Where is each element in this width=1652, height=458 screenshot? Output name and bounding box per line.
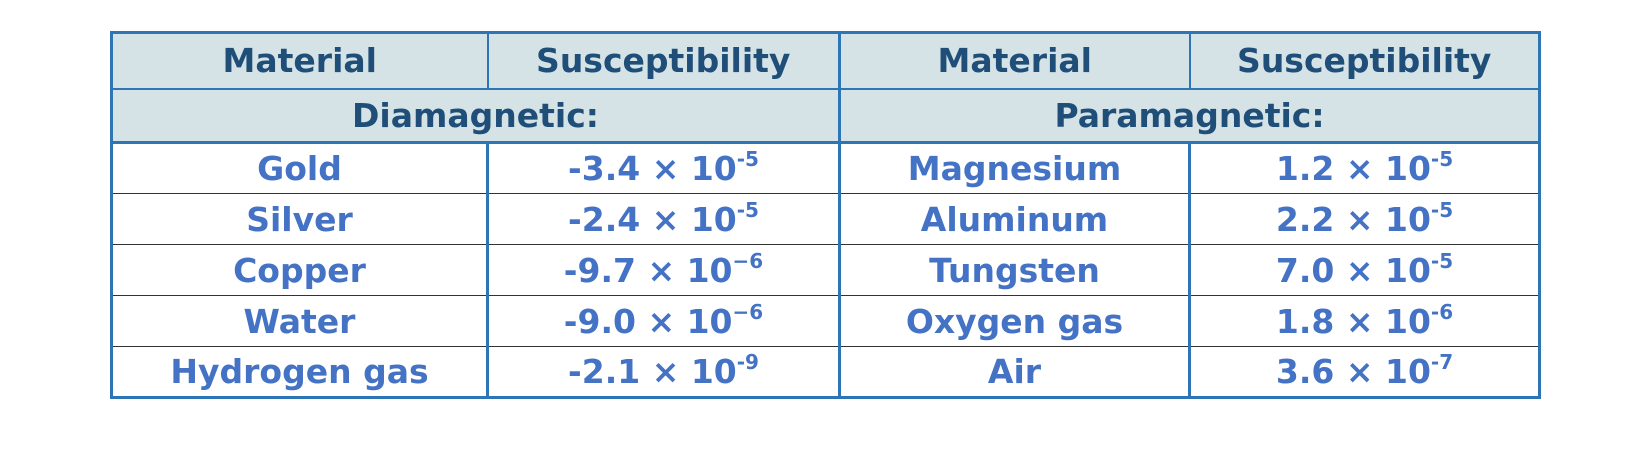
table-row: Water -9.0 × 10−6 Oxygen gas 1.8 × 10-6 xyxy=(111,295,1540,347)
paramagnetic-material-cell: Aluminum xyxy=(839,193,1191,245)
diamagnetic-susceptibility-cell: -2.1 × 10-9 xyxy=(487,346,841,398)
multiplier: × 10 xyxy=(1345,149,1431,188)
mantissa: -2.4 xyxy=(568,199,641,239)
multiplier: × 10 xyxy=(1345,352,1431,391)
mantissa: 7.0 xyxy=(1275,250,1335,290)
mantissa: -9.0 xyxy=(563,301,636,341)
multiplier: × 10 xyxy=(1345,250,1431,290)
multiplier: × 10 xyxy=(651,352,737,391)
paramagnetic-susceptibility-cell: 1.2 × 10-5 xyxy=(1189,142,1540,194)
header-right-susceptibility: Susceptibility xyxy=(1188,31,1541,90)
multiplier: × 10 xyxy=(651,149,737,188)
table-row: Gold -3.4 × 10-5 Magnesium 1.2 × 10-5 xyxy=(111,142,1540,194)
multiplier: × 10 xyxy=(647,301,733,341)
diamagnetic-section-label: Diamagnetic: xyxy=(110,87,841,144)
exponent: -5 xyxy=(1430,147,1454,171)
exponent: −6 xyxy=(732,248,764,273)
exponent: −6 xyxy=(732,299,764,324)
susceptibility-table-container: Material Susceptibility Material Suscept… xyxy=(110,31,1541,399)
table-row: Hydrogen gas -2.1 × 10-9 Air 3.6 × 10-7 xyxy=(111,346,1540,398)
mantissa: -3.4 xyxy=(568,149,641,188)
mantissa: 2.2 xyxy=(1275,199,1335,239)
mantissa: 1.2 xyxy=(1275,149,1335,188)
diamagnetic-susceptibility-cell: -9.0 × 10−6 xyxy=(487,295,841,347)
paramagnetic-material-cell: Magnesium xyxy=(839,142,1191,194)
header-left-susceptibility: Susceptibility xyxy=(486,31,841,90)
exponent: -7 xyxy=(1430,350,1454,374)
paramagnetic-susceptibility-cell: 7.0 × 10-5 xyxy=(1189,244,1540,296)
exponent: -6 xyxy=(1430,299,1454,324)
diamagnetic-material-cell: Copper xyxy=(111,244,489,296)
header-right-material: Material xyxy=(838,31,1191,90)
diamagnetic-susceptibility-cell: -2.4 × 10-5 xyxy=(487,193,841,245)
table-row: Copper -9.7 × 10−6 Tungsten 7.0 × 10-5 xyxy=(111,244,1540,296)
paramagnetic-section-label: Paramagnetic: xyxy=(838,87,1541,144)
table-row: Silver -2.4 × 10-5 Aluminum 2.2 × 10-5 xyxy=(111,193,1540,245)
exponent: -5 xyxy=(1430,248,1454,273)
paramagnetic-susceptibility-cell: 3.6 × 10-7 xyxy=(1190,347,1540,398)
exponent: -9 xyxy=(736,350,759,374)
paramagnetic-material-cell: Tungsten xyxy=(839,244,1191,296)
exponent: -5 xyxy=(736,147,759,171)
paramagnetic-susceptibility-cell: 1.8 × 10-6 xyxy=(1189,295,1540,347)
diamagnetic-material-cell: Gold xyxy=(111,142,489,194)
mantissa: -2.1 xyxy=(568,352,641,391)
paramagnetic-susceptibility-cell: 2.2 × 10-5 xyxy=(1189,193,1540,245)
exponent: -5 xyxy=(1430,197,1454,222)
diamagnetic-susceptibility-cell: -3.4 × 10-5 xyxy=(487,142,841,194)
paramagnetic-material-cell: Oxygen gas xyxy=(839,295,1191,347)
paramagnetic-material-cell: Air xyxy=(839,346,1191,398)
diamagnetic-material-cell: Silver xyxy=(111,193,489,245)
multiplier: × 10 xyxy=(1345,301,1431,341)
multiplier: × 10 xyxy=(647,250,733,290)
exponent: -5 xyxy=(736,197,759,222)
header-left-material: Material xyxy=(110,31,489,90)
multiplier: × 10 xyxy=(1345,199,1431,239)
diamagnetic-material-cell: Water xyxy=(111,295,489,347)
header-row: Material Susceptibility Material Suscept… xyxy=(110,31,1541,90)
multiplier: × 10 xyxy=(651,199,737,239)
susceptibility-table: Material Susceptibility Material Suscept… xyxy=(110,31,1541,399)
mantissa: 1.8 xyxy=(1275,301,1335,341)
section-row: Diamagnetic: Paramagnetic: xyxy=(110,87,1541,144)
diamagnetic-susceptibility-cell: -9.7 × 10−6 xyxy=(487,244,841,296)
diamagnetic-material-cell: Hydrogen gas xyxy=(111,346,489,398)
mantissa: 3.6 xyxy=(1275,352,1335,391)
mantissa: -9.7 xyxy=(563,250,636,290)
